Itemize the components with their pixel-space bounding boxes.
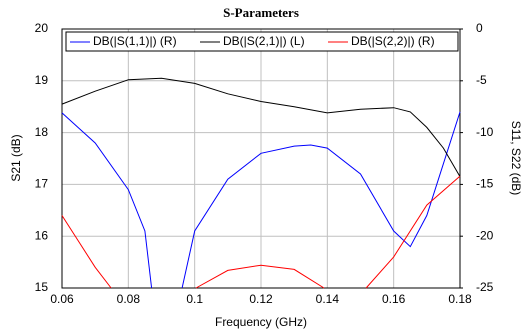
y2-tick-label: -10 bbox=[476, 125, 494, 139]
legend-box bbox=[65, 31, 459, 52]
x-tick-label: 0.06 bbox=[50, 292, 74, 306]
series-line bbox=[61, 77, 461, 177]
y-tick-label: 17 bbox=[35, 177, 49, 191]
legend-label: DB(|S(2,1)|) (L) bbox=[223, 34, 305, 48]
x-tick-label: 0.08 bbox=[117, 292, 141, 306]
y-tick-label: 15 bbox=[35, 280, 49, 294]
y2-tick-label: -15 bbox=[476, 177, 494, 191]
x-tick-label: 0.14 bbox=[316, 292, 340, 306]
y-tick-label: 18 bbox=[35, 125, 49, 139]
y2-axis-label: S11, S22 (dB) bbox=[509, 121, 523, 195]
y2-tick-label: -20 bbox=[476, 228, 494, 242]
x-axis-label: Frequency (GHz) bbox=[215, 315, 307, 329]
series-line bbox=[61, 111, 461, 289]
x-tick-label: 0.12 bbox=[249, 292, 273, 306]
legend-label: DB(|S(2,2)|) (R) bbox=[351, 34, 435, 48]
series-line bbox=[61, 175, 461, 289]
plot-frame bbox=[61, 28, 461, 289]
y2-tick-label: -5 bbox=[476, 73, 487, 87]
y-axis-label: S21 (dB) bbox=[9, 134, 23, 181]
y2-tick-label: -25 bbox=[476, 280, 494, 294]
legend: DB(|S(1,1)|) (R) DB(|S(2,1)|) (L) DB(|S(2,… bbox=[65, 31, 459, 52]
chart-title: S-Parameters bbox=[223, 5, 299, 20]
y-tick-label: 20 bbox=[35, 21, 49, 35]
x-tick-label: 0.16 bbox=[382, 292, 406, 306]
x-tick-label: 0.1 bbox=[186, 292, 203, 306]
y-tick-label: 19 bbox=[35, 73, 49, 87]
x-tick-label: 0.18 bbox=[448, 292, 472, 306]
y-tick-label: 16 bbox=[35, 228, 49, 242]
legend-label: DB(|S(1,1)|) (R) bbox=[93, 34, 177, 48]
y2-tick-label: 0 bbox=[476, 21, 483, 35]
